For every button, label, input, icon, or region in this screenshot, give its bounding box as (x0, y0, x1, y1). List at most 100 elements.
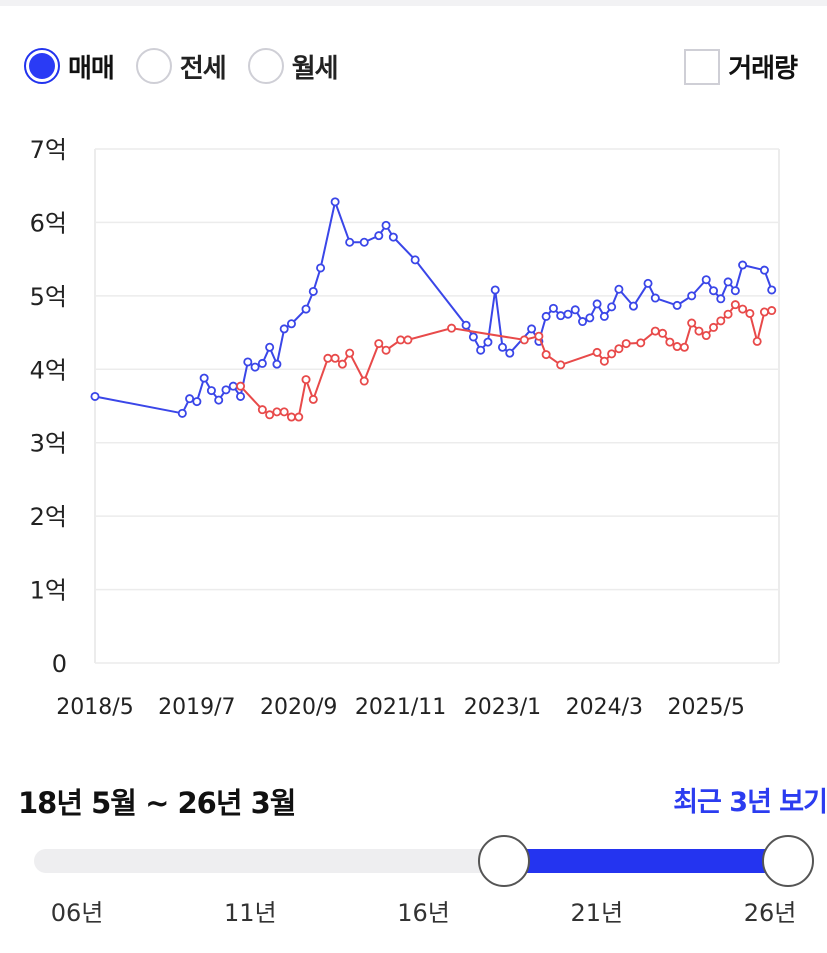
data-point-jeonse (621, 339, 631, 349)
data-point-sale (607, 302, 617, 312)
data-point-sale (628, 301, 638, 311)
period-slider-start-handle[interactable] (477, 835, 530, 887)
x-tick-label: 2023/1 (464, 695, 541, 720)
data-point-jeonse (709, 322, 719, 332)
x-tick-label: 2021/11 (355, 695, 446, 720)
data-point-jeonse (607, 349, 617, 359)
data-point-sale (461, 320, 471, 330)
data-point-sale (709, 286, 719, 296)
data-point-jeonse (286, 412, 296, 422)
data-point-sale (759, 265, 769, 275)
volume-toggle[interactable]: 거래량 (684, 48, 798, 85)
recent-3-years-button[interactable]: 최근 3년 보기 (673, 787, 827, 818)
period-slider-end-handle[interactable] (762, 835, 815, 887)
data-point-sale (541, 311, 551, 321)
tab-monthly-rent[interactable]: 월세 (247, 48, 339, 85)
data-point-sale (476, 345, 486, 355)
data-point-jeonse (636, 338, 646, 348)
data-point-jeonse (650, 326, 660, 336)
data-point-jeonse (345, 348, 355, 358)
data-point-sale (286, 319, 296, 329)
slider-tick-label: 26년 (743, 899, 797, 927)
data-point-sale (177, 408, 187, 418)
data-point-jeonse (294, 412, 304, 422)
data-point-jeonse (323, 353, 333, 363)
data-point-sale (308, 286, 318, 296)
data-point-sale (257, 358, 267, 368)
x-tick-label: 2018/5 (56, 695, 133, 720)
data-point-sale (650, 293, 660, 303)
period-range-text: 18년 5월 ~ 26년 3월 (18, 786, 296, 820)
data-point-sale (185, 394, 195, 404)
data-point-sale (723, 277, 733, 287)
data-point-jeonse (519, 335, 529, 345)
data-point-jeonse (279, 407, 289, 417)
x-tick-label: 2025/5 (668, 695, 745, 720)
data-point-jeonse (701, 331, 711, 341)
tab-jeonse[interactable]: 전세 (135, 48, 227, 85)
data-point-sale (206, 386, 216, 396)
volume-checkbox[interactable] (684, 48, 721, 85)
data-point-sale (388, 232, 398, 242)
data-point-jeonse (265, 410, 275, 420)
data-point-jeonse (447, 323, 457, 333)
data-point-sale (316, 263, 326, 273)
data-point-sale (687, 291, 697, 301)
data-point-sale (548, 303, 558, 313)
radio-dot (29, 53, 55, 79)
data-point-sale (250, 362, 260, 372)
data-point-jeonse (272, 407, 282, 417)
tab-monthly-rent-label: 월세 (291, 53, 339, 84)
x-tick-label: 2024/3 (566, 695, 643, 720)
data-point-sale (701, 275, 711, 285)
data-point-jeonse (679, 342, 689, 352)
tab-sale-label: 매매 (68, 53, 115, 84)
data-point-sale (265, 342, 275, 352)
data-point-sale (330, 197, 340, 207)
data-point-sale (497, 342, 507, 352)
data-point-sale (592, 299, 602, 309)
series-line-sale (94, 198, 773, 415)
data-point-sale (483, 337, 493, 347)
data-point-sale (90, 391, 100, 401)
top-divider (0, 0, 827, 6)
data-point-sale (672, 300, 682, 310)
slider-tick-label: 21년 (570, 899, 624, 927)
data-point-jeonse (767, 306, 777, 316)
y-tick-label: 1억 (30, 577, 67, 605)
data-point-jeonse (738, 304, 748, 314)
data-point-jeonse (687, 318, 697, 328)
data-point-sale (214, 395, 224, 405)
data-point-sale (410, 255, 420, 265)
y-tick-label: 2억 (30, 503, 67, 531)
y-tick-label: 3억 (30, 430, 67, 458)
data-point-sale (490, 285, 500, 295)
y-tick-label: 6억 (30, 209, 67, 237)
radio-jeonse[interactable] (135, 48, 172, 84)
data-point-jeonse (359, 376, 369, 386)
data-point-sale (585, 313, 595, 323)
radio-sale[interactable] (24, 48, 60, 84)
data-point-sale (643, 278, 653, 288)
data-point-sale (228, 381, 238, 391)
y-tick-label: 4억 (30, 356, 67, 384)
data-point-sale (279, 324, 289, 334)
data-point-jeonse (541, 350, 551, 360)
radio-monthly-rent[interactable] (247, 48, 284, 84)
data-point-jeonse (337, 359, 347, 369)
data-point-sale (199, 373, 209, 383)
y-tick-label: 0 (52, 650, 67, 678)
data-point-sale (381, 220, 391, 230)
tab-sale[interactable]: 매매 (24, 48, 115, 85)
data-point-jeonse (396, 335, 406, 345)
period-slider-selected-range (503, 849, 789, 873)
data-point-sale (570, 305, 580, 315)
data-point-jeonse (592, 347, 602, 357)
data-point-sale (738, 260, 748, 270)
data-point-sale (578, 317, 588, 327)
data-point-sale (716, 294, 726, 304)
data-point-sale (345, 237, 355, 247)
data-point-sale (468, 332, 478, 342)
data-point-jeonse (658, 328, 668, 338)
x-tick-label: 2020/9 (260, 695, 337, 720)
